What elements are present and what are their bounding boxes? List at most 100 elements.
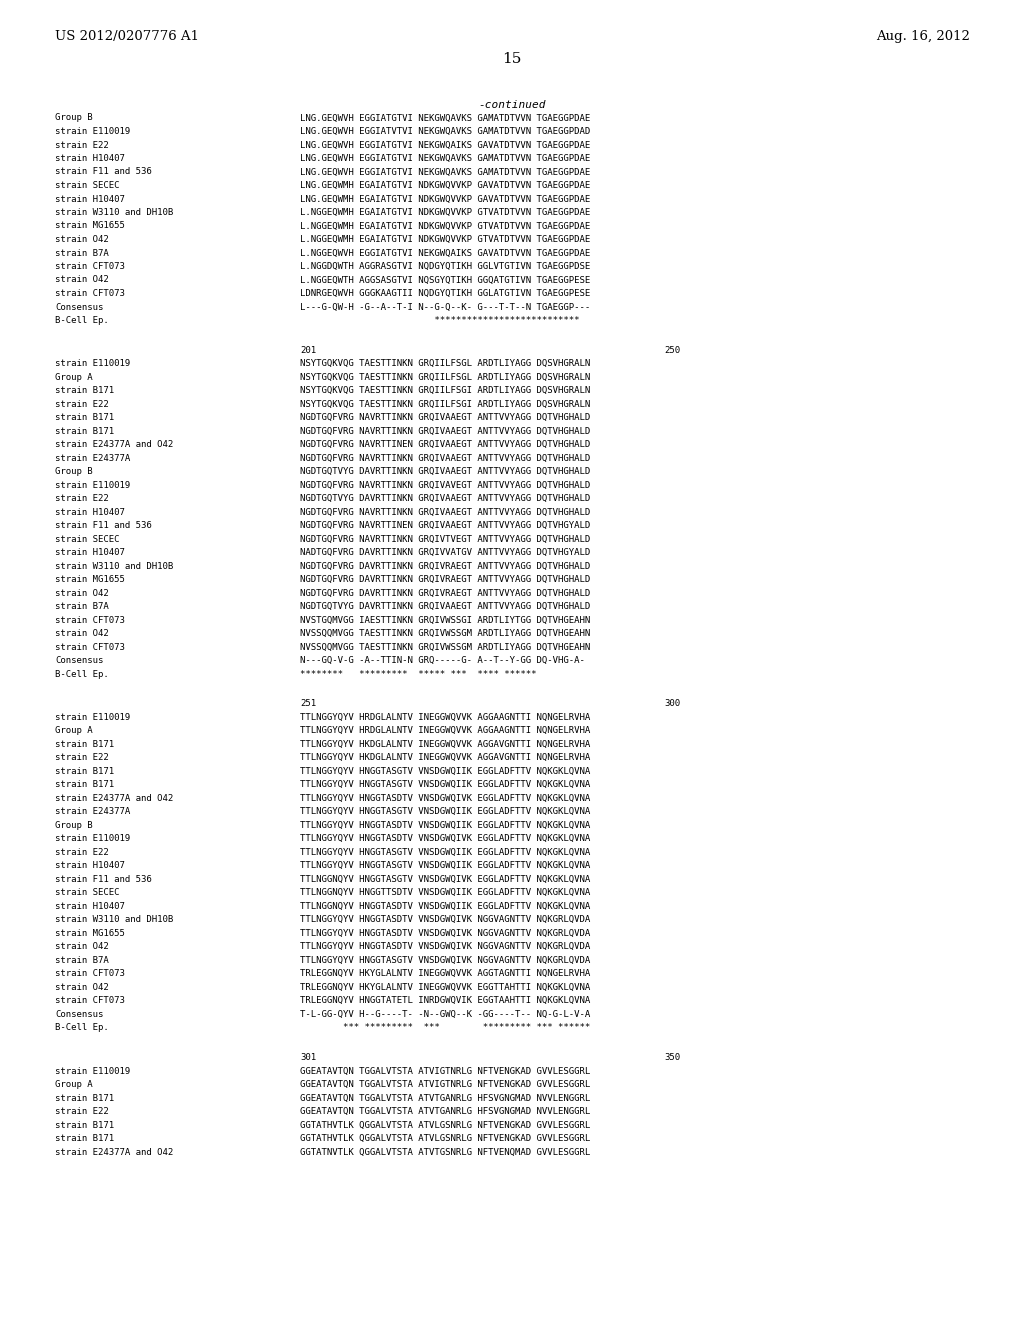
Text: strain W3110 and DH10B: strain W3110 and DH10B: [55, 209, 173, 216]
Text: L.NGGDQWTH AGGRASGTVI NQDGYQTIKH GGLVTGTIVN TGAEGGPDSE: L.NGGDQWTH AGGRASGTVI NQDGYQTIKH GGLVTGT…: [300, 261, 590, 271]
Text: TTLNGGYQYV HNGGTASDTV VNSDGWQIIK EGGLADFTTV NQKGKLQVNA: TTLNGGYQYV HNGGTASDTV VNSDGWQIIK EGGLADF…: [300, 821, 590, 830]
Text: strain H10407: strain H10407: [55, 902, 125, 911]
Text: NGDTGQFVRG DAVRTTINKN GRQIVRAEGT ANTTVVYAGG DQTVHGHALD: NGDTGQFVRG DAVRTTINKN GRQIVRAEGT ANTTVVY…: [300, 576, 590, 585]
Text: TTLNGGYQYV HNGGTASGTV VNSDGWQIIK EGGLADFTTV NQKGKLQVNA: TTLNGGYQYV HNGGTASGTV VNSDGWQIIK EGGLADF…: [300, 847, 590, 857]
Text: B-Cell Ep.: B-Cell Ep.: [55, 315, 109, 325]
Text: strain MG1655: strain MG1655: [55, 576, 125, 585]
Text: strain E110019: strain E110019: [55, 1067, 130, 1076]
Text: L---G-QW-H -G--A--T-I N--G-Q--K- G---T-T--N TGAEGGP---: L---G-QW-H -G--A--T-I N--G-Q--K- G---T-T…: [300, 302, 590, 312]
Text: NVSSQQMVGG TAESTTINKN GRQIVWSSGM ARDTLIYAGG DQTVHGEAHN: NVSSQQMVGG TAESTTINKN GRQIVWSSGM ARDTLIY…: [300, 643, 590, 652]
Text: T-L-GG-QYV H--G----T- -N--GWQ--K -GG----T-- NQ-G-L-V-A: T-L-GG-QYV H--G----T- -N--GWQ--K -GG----…: [300, 1010, 590, 1019]
Text: strain SECEC: strain SECEC: [55, 888, 120, 898]
Text: strain B171: strain B171: [55, 767, 114, 776]
Text: GGEATAVTQN TGGALVTSTA ATVTGANRLG HFSVGNGMAD NVVLENGGRL: GGEATAVTQN TGGALVTSTA ATVTGANRLG HFSVGNG…: [300, 1107, 590, 1117]
Text: strain MG1655: strain MG1655: [55, 929, 125, 939]
Text: N---GQ-V-G -A--TTIN-N GRQ-----G- A--T--Y-GG DQ-VHG-A-: N---GQ-V-G -A--TTIN-N GRQ-----G- A--T--Y…: [300, 656, 585, 665]
Text: LNG.GEQWVH EGGIATGTVI NEKGWQAIKS GAVATDTVVN TGAEGGPDAE: LNG.GEQWVH EGGIATGTVI NEKGWQAIKS GAVATDT…: [300, 140, 590, 149]
Text: L.NGGEQWVH EGGIATGTVI NEKGWQAIKS GAVATDTVVN TGAEGGPDAE: L.NGGEQWVH EGGIATGTVI NEKGWQAIKS GAVATDT…: [300, 248, 590, 257]
Text: strain H10407: strain H10407: [55, 508, 125, 516]
Text: NGDTGQFVRG NAVRTTINKN GRQIVAAEGT ANTTVVYAGG DQTVHGHALD: NGDTGQFVRG NAVRTTINKN GRQIVAAEGT ANTTVVY…: [300, 413, 590, 422]
Text: strain CFT073: strain CFT073: [55, 289, 125, 298]
Text: GGEATAVTQN TGGALVTSTA ATVIGTNRLG NFTVENGKAD GVVLESGGRL: GGEATAVTQN TGGALVTSTA ATVIGTNRLG NFTVENG…: [300, 1067, 590, 1076]
Text: TTLNGGNQYV HNGGTASGTV VNSDGWQIVK EGGLADFTTV NQKGKLQVNA: TTLNGGNQYV HNGGTASGTV VNSDGWQIVK EGGLADF…: [300, 875, 590, 884]
Text: strain E24377A and O42: strain E24377A and O42: [55, 793, 173, 803]
Text: strain E110019: strain E110019: [55, 834, 130, 843]
Text: Group B: Group B: [55, 467, 92, 477]
Text: NGDTGQFVRG NAVRTTINKN GRQIVAVEGT ANTTVVYAGG DQTVHGHALD: NGDTGQFVRG NAVRTTINKN GRQIVAVEGT ANTTVVY…: [300, 480, 590, 490]
Text: GGEATAVTQN TGGALVTSTA ATVTGANRLG HFSVGNGMAD NVVLENGGRL: GGEATAVTQN TGGALVTSTA ATVTGANRLG HFSVGNG…: [300, 1093, 590, 1102]
Text: NGDTGQTVYG DAVRTTINKN GRQIVAAEGT ANTTVVYAGG DQTVHGHALD: NGDTGQTVYG DAVRTTINKN GRQIVAAEGT ANTTVVY…: [300, 602, 590, 611]
Text: 350: 350: [664, 1053, 680, 1063]
Text: strain F11 and 536: strain F11 and 536: [55, 875, 152, 884]
Text: strain E110019: strain E110019: [55, 713, 130, 722]
Text: strain E22: strain E22: [55, 1107, 109, 1117]
Text: L.NGGEQWMH EGAIATGTVI NDKGWQVVKP GTVATDTVVN TGAEGGPDAE: L.NGGEQWMH EGAIATGTVI NDKGWQVVKP GTVATDT…: [300, 222, 590, 231]
Text: NGDTGQFVRG DAVRTTINKN GRQIVRAEGT ANTTVVYAGG DQTVHGHALD: NGDTGQFVRG DAVRTTINKN GRQIVRAEGT ANTTVVY…: [300, 589, 590, 598]
Text: strain E22: strain E22: [55, 140, 109, 149]
Text: TTLNGGNQYV HNGGTASDTV VNSDGWQIIK EGGLADFTTV NQKGKLQVNA: TTLNGGNQYV HNGGTASDTV VNSDGWQIIK EGGLADF…: [300, 902, 590, 911]
Text: Group B: Group B: [55, 821, 92, 830]
Text: TTLNGGYQYV HNGGTASGTV VNSDGWQIIK EGGLADFTTV NQKGKLQVNA: TTLNGGYQYV HNGGTASGTV VNSDGWQIIK EGGLADF…: [300, 780, 590, 789]
Text: -continued: -continued: [478, 100, 546, 110]
Text: NVSSQQMVGG TAESTTINKN GRQIVWSSGM ARDTLIYAGG DQTVHGEAHN: NVSSQQMVGG TAESTTINKN GRQIVWSSGM ARDTLIY…: [300, 630, 590, 638]
Text: NSYTGQKVQG TAESTTINKN GRQIILFSGL ARDTLIYAGG DQSVHGRALN: NSYTGQKVQG TAESTTINKN GRQIILFSGL ARDTLIY…: [300, 359, 590, 368]
Text: strain E22: strain E22: [55, 494, 109, 503]
Text: L.NGGEQWMH EGAIATGTVI NDKGWQVVKP GTVATDTVVN TGAEGGPDAE: L.NGGEQWMH EGAIATGTVI NDKGWQVVKP GTVATDT…: [300, 235, 590, 244]
Text: TTLNGGYQYV HNGGTASGTV VNSDGWQIIK EGGLADFTTV NQKGKLQVNA: TTLNGGYQYV HNGGTASGTV VNSDGWQIIK EGGLADF…: [300, 767, 590, 776]
Text: TRLEGGNQYV HKYGLALNTV INEGGWQVVK AGGTAGNTTI NQNGELRVHA: TRLEGGNQYV HKYGLALNTV INEGGWQVVK AGGTAGN…: [300, 969, 590, 978]
Text: strain E110019: strain E110019: [55, 359, 130, 368]
Text: strain B171: strain B171: [55, 426, 114, 436]
Text: 15: 15: [503, 51, 521, 66]
Text: 201: 201: [300, 346, 316, 355]
Text: strain E22: strain E22: [55, 847, 109, 857]
Text: NSYTGQKVQG TAESTTINKN GRQIILFSGI ARDTLIYAGG DQSVHGRALN: NSYTGQKVQG TAESTTINKN GRQIILFSGI ARDTLIY…: [300, 387, 590, 395]
Text: TTLNGGYQYV HNGGTASDTV VNSDGWQIVK EGGLADFTTV NQKGKLQVNA: TTLNGGYQYV HNGGTASDTV VNSDGWQIVK EGGLADF…: [300, 834, 590, 843]
Text: LNG.GEQWVH EGGIATGTVI NEKGWQAVKS GAMATDTVVN TGAEGGPDAE: LNG.GEQWVH EGGIATGTVI NEKGWQAVKS GAMATDT…: [300, 114, 590, 123]
Text: strain SECEC: strain SECEC: [55, 535, 120, 544]
Text: strain E22: strain E22: [55, 754, 109, 763]
Text: TTLNGGYQYV HNGGTASDTV VNSDGWQIVK NGGVAGNTTV NQKGRLQVDA: TTLNGGYQYV HNGGTASDTV VNSDGWQIVK NGGVAGN…: [300, 915, 590, 924]
Text: 301: 301: [300, 1053, 316, 1063]
Text: LNG.GEQWVH EGGIATGTVI NEKGWQAVKS GAMATDTVVN TGAEGGPDAE: LNG.GEQWVH EGGIATGTVI NEKGWQAVKS GAMATDT…: [300, 168, 590, 177]
Text: ********   *********  ***** ***  **** ******: ******** ********* ***** *** **** ******: [300, 669, 537, 678]
Text: GGTATHVTLK QGGALVTSTA ATVLGSNRLG NFTVENGKAD GVVLESGGRL: GGTATHVTLK QGGALVTSTA ATVLGSNRLG NFTVENG…: [300, 1134, 590, 1143]
Text: strain B7A: strain B7A: [55, 602, 109, 611]
Text: Aug. 16, 2012: Aug. 16, 2012: [877, 30, 970, 44]
Text: strain B7A: strain B7A: [55, 248, 109, 257]
Text: LDNRGEQWVH GGGKAAGTII NQDGYQTIKH GGLATGTIVN TGAEGGPESE: LDNRGEQWVH GGGKAAGTII NQDGYQTIKH GGLATGT…: [300, 289, 590, 298]
Text: strain E110019: strain E110019: [55, 127, 130, 136]
Text: TTLNGGYQYV HNGGTASDTV VNSDGWQIVK EGGLADFTTV NQKGKLQVNA: TTLNGGYQYV HNGGTASDTV VNSDGWQIVK EGGLADF…: [300, 793, 590, 803]
Text: Consensus: Consensus: [55, 656, 103, 665]
Text: Consensus: Consensus: [55, 1010, 103, 1019]
Text: LNG.GEQWMH EGAIATGTVI NDKGWQVVKP GAVATDTVVN TGAEGGPDAE: LNG.GEQWMH EGAIATGTVI NDKGWQVVKP GAVATDT…: [300, 181, 590, 190]
Text: TTLNGGYQYV HKDGLALNTV INEGGWQVVK AGGAVGNTTI NQNGELRVHA: TTLNGGYQYV HKDGLALNTV INEGGWQVVK AGGAVGN…: [300, 741, 590, 748]
Text: TRLEGGNQYV HNGGTATETL INRDGWQVIK EGGTAAHTTI NQKGKLQVNA: TRLEGGNQYV HNGGTATETL INRDGWQVIK EGGTAAH…: [300, 997, 590, 1006]
Text: TTLNGGYQYV HRDGLALNTV INEGGWQVVK AGGAAGNTTI NQNGELRVHA: TTLNGGYQYV HRDGLALNTV INEGGWQVVK AGGAAGN…: [300, 726, 590, 735]
Text: TTLNGGYQYV HRDGLALNTV INEGGWQVVK AGGAAGNTTI NQNGELRVHA: TTLNGGYQYV HRDGLALNTV INEGGWQVVK AGGAAGN…: [300, 713, 590, 722]
Text: NSYTGQKVQG TAESTTINKN GRQIILFSGI ARDTLIYAGG DQSVHGRALN: NSYTGQKVQG TAESTTINKN GRQIILFSGI ARDTLIY…: [300, 400, 590, 409]
Text: strain O42: strain O42: [55, 942, 109, 952]
Text: Group A: Group A: [55, 372, 92, 381]
Text: Consensus: Consensus: [55, 302, 103, 312]
Text: strain B171: strain B171: [55, 1093, 114, 1102]
Text: strain O42: strain O42: [55, 983, 109, 991]
Text: strain B171: strain B171: [55, 1134, 114, 1143]
Text: NGDTGQTVYG DAVRTTINKN GRQIVAAEGT ANTTVVYAGG DQTVHGHALD: NGDTGQTVYG DAVRTTINKN GRQIVAAEGT ANTTVVY…: [300, 494, 590, 503]
Text: *** *********  ***        ********* *** ******: *** ********* *** ********* *** ******: [300, 1023, 590, 1032]
Text: TTLNGGYQYV HNGGTASDTV VNSDGWQIVK NGGVAGNTTV NQKGRLQVDA: TTLNGGYQYV HNGGTASDTV VNSDGWQIVK NGGVAGN…: [300, 929, 590, 939]
Text: NGDTGQFVRG NAVRTTINKN GRQIVAAEGT ANTTVVYAGG DQTVHGHALD: NGDTGQFVRG NAVRTTINKN GRQIVAAEGT ANTTVVY…: [300, 454, 590, 463]
Text: strain W3110 and DH10B: strain W3110 and DH10B: [55, 562, 173, 570]
Text: strain F11 and 536: strain F11 and 536: [55, 521, 152, 531]
Text: TTLNGGNQYV HNGGTTSDTV VNSDGWQIIK EGGLADFTTV NQKGKLQVNA: TTLNGGNQYV HNGGTTSDTV VNSDGWQIIK EGGLADF…: [300, 888, 590, 898]
Text: strain O42: strain O42: [55, 630, 109, 638]
Text: LNG.GEQWMH EGAIATGTVI NDKGWQVVKP GAVATDTVVN TGAEGGPDAE: LNG.GEQWMH EGAIATGTVI NDKGWQVVKP GAVATDT…: [300, 194, 590, 203]
Text: strain H10407: strain H10407: [55, 862, 125, 870]
Text: Group A: Group A: [55, 726, 92, 735]
Text: GGTATNVTLK QGGALVTSTA ATVTGSNRLG NFTVENQMAD GVVLESGGRL: GGTATNVTLK QGGALVTSTA ATVTGSNRLG NFTVENQ…: [300, 1147, 590, 1156]
Text: ***************************: ***************************: [300, 315, 580, 325]
Text: strain B7A: strain B7A: [55, 956, 109, 965]
Text: strain H10407: strain H10407: [55, 154, 125, 162]
Text: strain H10407: strain H10407: [55, 194, 125, 203]
Text: strain E24377A: strain E24377A: [55, 808, 130, 816]
Text: Group A: Group A: [55, 1080, 92, 1089]
